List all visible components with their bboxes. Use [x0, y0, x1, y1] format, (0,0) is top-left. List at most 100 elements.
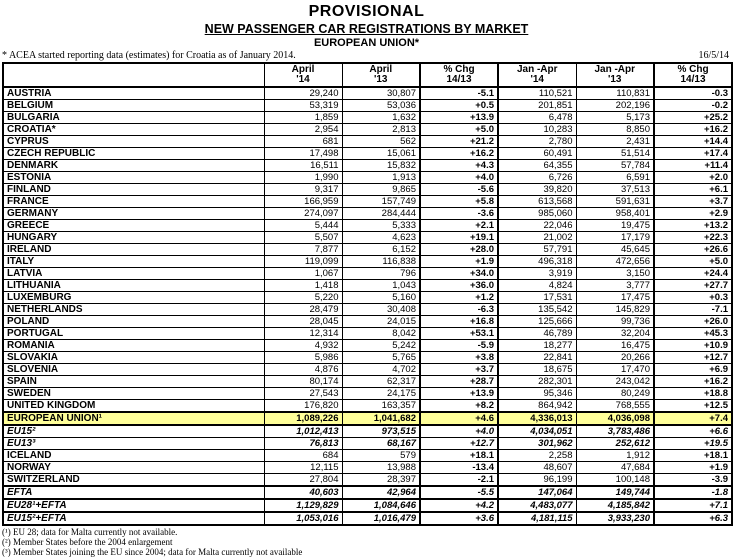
- value-cell: 796: [341, 267, 421, 280]
- value-cell: 28,045: [263, 315, 343, 328]
- pct-change-cell: +14.4: [653, 135, 733, 148]
- value-cell: 64,355: [497, 159, 577, 172]
- value-cell: 4,932: [263, 339, 343, 352]
- footnote-1: (¹) EU 28; data for Malta currently not …: [2, 527, 178, 537]
- pct-change-cell: +36.0: [419, 279, 499, 292]
- value-cell: 958,401: [575, 207, 655, 220]
- market-name: POLAND: [2, 315, 265, 328]
- table-row-czech-republic: CZECH REPUBLIC 17,498 15,061 +16.2 60,491 51,…: [2, 147, 733, 160]
- value-cell: 95,346: [497, 387, 577, 400]
- report-date: 16/5/14: [698, 50, 729, 61]
- value-cell: 8,850: [575, 123, 655, 136]
- pct-change-cell: -3.6: [419, 207, 499, 220]
- value-cell: 5,444: [263, 219, 343, 232]
- value-cell: 274,097: [263, 207, 343, 220]
- pct-change-cell: -3.9: [653, 473, 733, 487]
- pct-change-cell: -6.3: [419, 303, 499, 316]
- value-cell: 96,199: [497, 473, 577, 487]
- pct-change-cell: +16.2: [653, 123, 733, 136]
- table-row-romania: ROMANIA 4,932 5,242 -5.9 18,277 16,475 +10.9: [2, 339, 733, 352]
- pct-change-cell: +6.3: [653, 511, 733, 526]
- value-cell: 5,507: [263, 231, 343, 244]
- value-cell: 3,777: [575, 279, 655, 292]
- value-cell: 562: [341, 135, 421, 148]
- value-cell: 5,173: [575, 111, 655, 124]
- table-row-norway: NORWAY 12,115 13,988 -13.4 48,607 47,684 +1.9: [2, 461, 733, 474]
- table-row-estonia: ESTONIA 1,990 1,913 +4.0 6,726 6,591 +2.0: [2, 171, 733, 184]
- value-cell: 100,148: [575, 473, 655, 487]
- value-cell: 3,919: [497, 267, 577, 280]
- footnote-3: (³) Member States joining the EU since 2…: [2, 547, 303, 557]
- table-row-bulgaria: BULGARIA 1,859 1,632 +13.9 6,478 5,173 +25.2: [2, 111, 733, 124]
- value-cell: 5,333: [341, 219, 421, 232]
- table-row-germany: GERMANY 274,097 284,444 -3.6 985,060 958,401 +…: [2, 207, 733, 220]
- pct-change-cell: +26.0: [653, 315, 733, 328]
- pct-change-cell: +22.3: [653, 231, 733, 244]
- pct-change-cell: +10.9: [653, 339, 733, 352]
- value-cell: 53,319: [263, 99, 343, 112]
- value-cell: 6,591: [575, 171, 655, 184]
- value-cell: 4,876: [263, 363, 343, 376]
- value-cell: 37,513: [575, 183, 655, 196]
- table-row-eu28-efta: EU28¹+EFTA 1,129,829 1,084,646 +4.2 4,483,07…: [2, 498, 733, 513]
- value-cell: 5,220: [263, 291, 343, 304]
- pct-change-cell: +16.2: [419, 147, 499, 160]
- value-cell: 5,986: [263, 351, 343, 364]
- pct-change-cell: +18.1: [419, 449, 499, 462]
- value-cell: 17,470: [575, 363, 655, 376]
- market-name: EU28¹+EFTA: [2, 498, 265, 513]
- value-cell: 68,167: [341, 437, 421, 450]
- value-cell: 17,531: [497, 291, 577, 304]
- table-row-croatia: CROATIA* 2,954 2,813 +5.0 10,283 8,850 +16.2: [2, 123, 733, 136]
- market-name: SWITZERLAND: [2, 473, 265, 487]
- value-cell: 47,684: [575, 461, 655, 474]
- market-name: GERMANY: [2, 207, 265, 220]
- value-cell: 2,431: [575, 135, 655, 148]
- pct-change-cell: +1.2: [419, 291, 499, 304]
- value-cell: 1,012,413: [263, 424, 343, 438]
- value-cell: 53,036: [341, 99, 421, 112]
- value-cell: 62,317: [341, 375, 421, 388]
- value-cell: 681: [263, 135, 343, 148]
- value-cell: 1,016,479: [341, 511, 421, 526]
- table-row-luxemburg: LUXEMBURG 5,220 5,160 +1.2 17,531 17,475 +0.3: [2, 291, 733, 304]
- table-row-united-kingdom: UNITED KINGDOM 176,820 163,357 +8.2 864,942 7…: [2, 399, 733, 413]
- value-cell: 1,913: [341, 171, 421, 184]
- market-name: BULGARIA: [2, 111, 265, 124]
- market-name: SLOVENIA: [2, 363, 265, 376]
- value-cell: 27,543: [263, 387, 343, 400]
- value-cell: 116,838: [341, 255, 421, 268]
- value-cell: 16,511: [263, 159, 343, 172]
- value-cell: 80,174: [263, 375, 343, 388]
- pct-change-cell: +26.6: [653, 243, 733, 256]
- table-row-eu15-efta: EU15²+EFTA 1,053,016 1,016,479 +3.6 4,181,11…: [2, 511, 733, 526]
- value-cell: 4,181,115: [497, 511, 577, 526]
- col-header-1: April '13: [341, 62, 421, 88]
- pct-change-cell: +6.9: [653, 363, 733, 376]
- pct-change-cell: +5.8: [419, 195, 499, 208]
- value-cell: 135,542: [497, 303, 577, 316]
- value-cell: 125,666: [497, 315, 577, 328]
- pct-change-cell: +18.8: [653, 387, 733, 400]
- value-cell: 76,813: [263, 437, 343, 450]
- pct-change-cell: +0.5: [419, 99, 499, 112]
- pct-change-cell: +1.9: [419, 255, 499, 268]
- pct-change-cell: +3.8: [419, 351, 499, 364]
- market-name: ICELAND: [2, 449, 265, 462]
- pct-change-cell: +3.6: [419, 511, 499, 526]
- pct-change-cell: +0.3: [653, 291, 733, 304]
- value-cell: 284,444: [341, 207, 421, 220]
- pct-change-cell: -0.2: [653, 99, 733, 112]
- pct-change-cell: +4.6: [419, 411, 499, 426]
- value-cell: 768,555: [575, 399, 655, 413]
- pct-change-cell: +2.9: [653, 207, 733, 220]
- value-cell: 1,632: [341, 111, 421, 124]
- pct-change-cell: +2.0: [653, 171, 733, 184]
- market-name: EFTA: [2, 485, 265, 500]
- value-cell: 1,990: [263, 171, 343, 184]
- pct-change-cell: +16.8: [419, 315, 499, 328]
- value-cell: 110,831: [575, 86, 655, 100]
- value-cell: 9,865: [341, 183, 421, 196]
- pct-change-cell: +28.0: [419, 243, 499, 256]
- pct-change-cell: +13.2: [653, 219, 733, 232]
